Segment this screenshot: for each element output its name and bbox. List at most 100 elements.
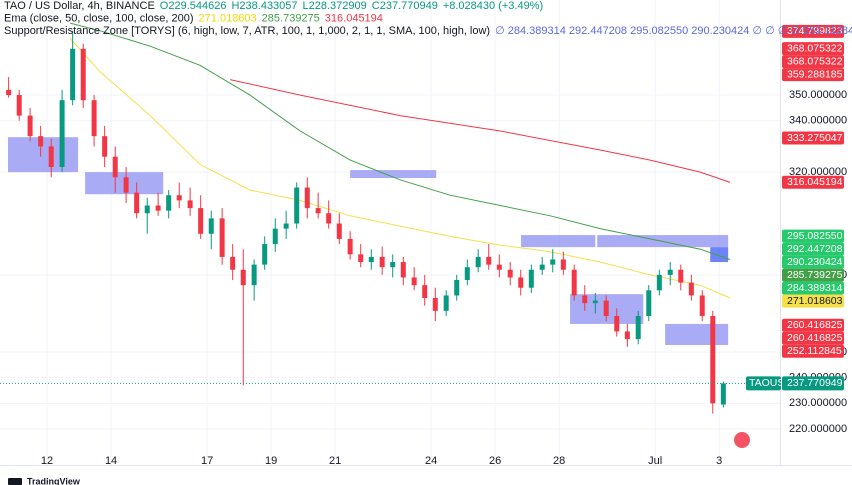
price-badge-label: 374.799823 <box>787 25 843 37</box>
candle-body <box>678 269 684 283</box>
candle-body <box>187 200 193 209</box>
candle-body <box>635 315 641 340</box>
price-badge-label: 284.389314 <box>787 282 843 294</box>
x-tick-label: 28 <box>553 455 565 467</box>
price-badge-label: 271.018603 <box>787 295 843 307</box>
price-badge-label: 237.770949 <box>787 377 843 389</box>
header-part: +8.028430 (+3.49%) <box>443 0 543 12</box>
brand: TradingView <box>27 476 81 485</box>
price-badge-label: 368.075322 <box>787 42 843 54</box>
price-badge <box>782 229 844 243</box>
symbol-badge <box>746 376 781 391</box>
x-tick-label: Jul <box>648 455 662 467</box>
candle-body <box>358 254 364 263</box>
header-line: TAO / US Dollar, 4h, BINANCE O229.544626 H… <box>4 0 543 12</box>
candle-body <box>166 195 172 211</box>
candle-body <box>624 331 630 340</box>
candle-body <box>614 315 620 332</box>
x-tick-label: 12 <box>41 455 53 467</box>
price-badge-label: 252.112845 <box>787 345 842 357</box>
x-tick-label: 26 <box>489 455 501 467</box>
candle-body <box>91 100 97 137</box>
candle-body <box>336 223 342 239</box>
ema-line <box>69 38 731 299</box>
price-badge-label: 368.075322 <box>787 55 843 67</box>
y-tick-label: 320.000000 <box>789 166 847 178</box>
candle-body <box>6 89 12 96</box>
header-part: 271.018603 <box>199 12 257 24</box>
flag-icon[interactable] <box>734 432 750 448</box>
candle-body <box>326 213 332 224</box>
candle-body <box>102 136 108 157</box>
candle-body <box>48 146 54 167</box>
candle-body <box>560 259 566 270</box>
candle-body <box>379 256 385 268</box>
price-badge-label: 316.045194 <box>787 176 843 188</box>
candle-body <box>347 238 353 255</box>
candle-body <box>656 274 662 291</box>
candle-body <box>688 282 694 296</box>
x-tick-label: 19 <box>265 455 277 467</box>
candle-body <box>123 177 129 193</box>
candle-body <box>208 218 214 234</box>
header: TAO / US Dollar, 4h, BINANCE O229.544626 H… <box>4 0 852 37</box>
candle-body <box>518 277 524 288</box>
price-badge <box>782 268 844 282</box>
candle-body <box>144 205 150 214</box>
candle-body <box>155 205 161 211</box>
candle-body <box>539 264 545 270</box>
price-badge <box>782 294 844 308</box>
candle-body <box>38 136 44 147</box>
candle-body <box>411 277 417 286</box>
candle-body <box>27 115 33 137</box>
y-tick-label: 230.000000 <box>789 397 847 409</box>
header-part: L228.372909 <box>303 0 367 12</box>
candle-body <box>667 269 673 275</box>
sr-zone <box>710 247 729 263</box>
ema-line <box>69 22 731 260</box>
header-line: Support/Resistance Zone [TORYS] (6, high… <box>4 25 852 37</box>
candle-body <box>603 300 609 316</box>
candle-body <box>315 208 321 214</box>
candle-body <box>571 269 577 296</box>
price-badge <box>782 344 844 358</box>
candle-body <box>272 228 278 245</box>
price-badge-label: 359.288185 <box>787 68 843 80</box>
header-part: TAO / US Dollar, 4h, BINANCE <box>4 0 155 12</box>
symbol-label: TAOUSD <box>749 377 792 389</box>
price-badge <box>782 55 844 69</box>
y-tick-label: 220.000000 <box>789 423 847 435</box>
price-badge <box>782 281 844 295</box>
candle-body <box>496 264 502 270</box>
header-part: 285.739275 <box>262 12 320 24</box>
price-badge <box>782 24 844 38</box>
candle-body <box>134 192 140 214</box>
header-part: C237.770949 <box>372 0 438 12</box>
price-badge-label: 292.447208 <box>787 243 843 255</box>
candle-body <box>432 298 438 311</box>
candle-body <box>80 48 86 101</box>
price-badge-label: 285.739275 <box>787 269 843 281</box>
brand-logo <box>8 478 22 485</box>
candle-body <box>240 269 246 286</box>
candle-body <box>720 383 726 405</box>
candle-body <box>443 295 449 311</box>
price-badge <box>782 331 844 345</box>
candle-body <box>294 187 300 224</box>
x-tick-label: 17 <box>201 455 213 467</box>
candle-body <box>400 262 406 278</box>
candle-body <box>251 264 257 286</box>
candle-body <box>283 223 289 229</box>
candle-body <box>70 48 76 101</box>
candle-body <box>464 267 470 281</box>
candle-body <box>368 256 374 263</box>
header-part: O229.544626 <box>160 0 227 12</box>
y-tick-label: 340.000000 <box>789 115 847 127</box>
price-badge-label: 333.275047 <box>787 132 843 144</box>
x-tick-label: 24 <box>425 455 437 467</box>
candle-body <box>646 290 652 316</box>
header-part: 316.045194 <box>325 12 383 24</box>
candle-body <box>59 100 65 167</box>
candle-body <box>528 269 534 288</box>
